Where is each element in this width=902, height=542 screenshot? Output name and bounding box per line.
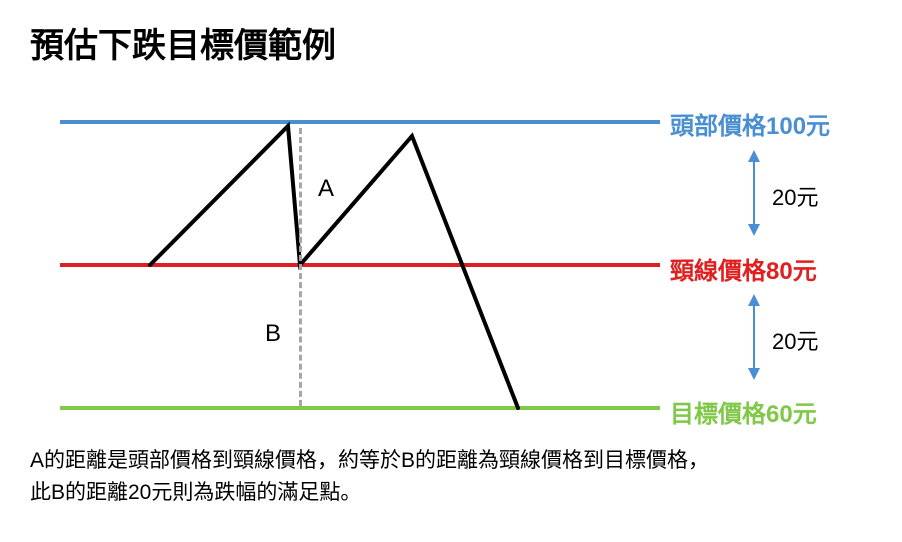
caption: A的距離是頭部價格到頸線價格，約等於B的距離為頸線價格到目標價格， 此B的距離2… — [30, 445, 850, 508]
caption-line2: 此B的距離20元則為跌幅的滿足點。 — [30, 481, 361, 504]
caption-line1: A的距離是頭部價格到頸線價格，約等於B的距離為頸線價格到目標價格， — [30, 449, 709, 472]
neck-price-label: 頸線價格80元 — [670, 251, 817, 286]
segment-label-a: A — [318, 175, 334, 203]
dashed-vertical — [299, 128, 302, 406]
page-title: 預估下跌目標價範例 — [30, 18, 336, 67]
segment-label-b: B — [265, 320, 281, 348]
diff-bottom-label: 20元 — [772, 324, 818, 356]
diff-bottom: 20元 — [710, 292, 850, 382]
diff-top-label: 20元 — [772, 180, 818, 212]
diff-top: 20元 — [710, 148, 850, 238]
chart-area: A B — [60, 120, 660, 410]
right-labels: 頭部價格100元 頸線價格80元 目標價格60元 20元 20元 — [670, 120, 890, 410]
target-price-label: 目標價格60元 — [670, 394, 817, 429]
head-price-label: 頭部價格100元 — [670, 106, 830, 141]
price-path — [60, 120, 660, 410]
